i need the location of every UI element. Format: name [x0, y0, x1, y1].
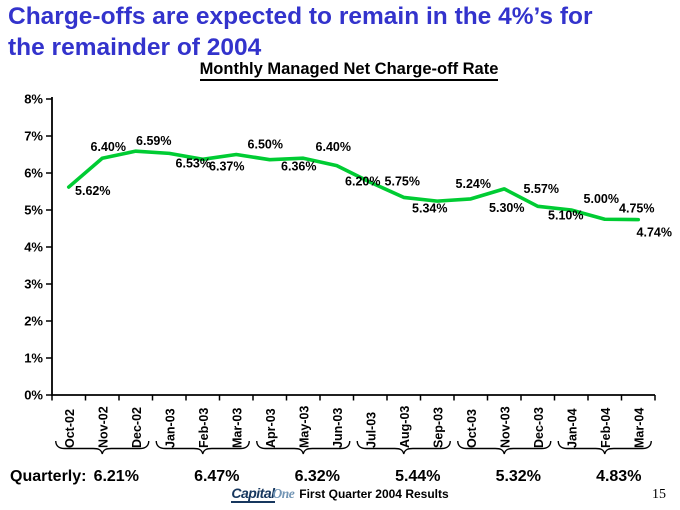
x-axis-label: Oct-03 [465, 409, 479, 448]
chart-line [66, 149, 641, 222]
quarter-brace [155, 440, 250, 455]
chart-title-text: Monthly Managed Net Charge-off Rate [199, 60, 499, 81]
quarterly-value: 5.44% [395, 468, 440, 485]
data-point-label: 5.00% [584, 192, 619, 206]
data-point-label: 6.37% [209, 159, 244, 173]
y-tick-label: 7% [24, 129, 43, 144]
quarterly-value: 6.21% [94, 468, 139, 485]
data-point-label: 4.74% [637, 226, 672, 240]
x-axis-label: Nov-02 [96, 406, 110, 448]
data-point-label: 5.10% [548, 208, 583, 222]
page-title-line1: Charge-offs are expected to remain in th… [8, 3, 593, 30]
quarterly-value: 4.83% [596, 468, 641, 485]
quarterly-value: 6.32% [295, 468, 340, 485]
y-tick-label: 4% [24, 240, 43, 255]
x-axis-label: May-03 [297, 406, 311, 448]
x-axis-label: Jan-04 [565, 408, 579, 448]
data-point-label: 6.40% [316, 140, 351, 154]
x-axis-label: Jul-03 [364, 412, 378, 448]
y-tick-label: 6% [24, 166, 43, 181]
quarter-brace [256, 440, 351, 455]
data-point-label: 6.36% [281, 160, 316, 174]
data-point-label: 6.20% [345, 175, 380, 189]
x-axis-label: Feb-03 [197, 408, 211, 448]
y-tick-label: 1% [24, 351, 43, 366]
page-number: 15 [652, 487, 666, 502]
data-point-label: 4.75% [619, 201, 654, 215]
x-axis-label: Mar-03 [230, 408, 244, 448]
page-title-line2: the remainder of 2004 [8, 34, 262, 61]
data-point-label: 6.50% [248, 138, 283, 152]
y-tick-label: 2% [24, 314, 43, 329]
x-axis-label: Jun-03 [331, 408, 345, 448]
x-axis-label: Dec-02 [130, 407, 144, 448]
quarter-brace [457, 440, 552, 455]
data-point-label: 5.75% [385, 174, 420, 188]
data-point-label: 5.24% [456, 177, 491, 191]
data-point-label: 5.62% [75, 184, 110, 198]
y-tick-label: 0% [24, 388, 43, 403]
quarter-brace [557, 440, 652, 455]
chart-title: Monthly Managed Net Charge-off Rate [0, 60, 680, 81]
quarterly-row-label: Quarterly: [10, 468, 86, 485]
y-tick-label: 8% [24, 92, 43, 107]
footer-text: First Quarter 2004 Results [299, 487, 449, 501]
footer: CapitalOne First Quarter 2004 Results [0, 485, 680, 503]
x-axis-label: Aug-03 [398, 406, 412, 448]
page-title: Charge-offs are expected to remain in th… [8, 1, 676, 63]
x-axis-label: Jan-03 [163, 408, 177, 448]
data-point-label: 5.34% [412, 201, 447, 215]
x-axis-label: Sep-03 [431, 407, 445, 448]
x-axis-label: Nov-03 [498, 406, 512, 448]
data-point-label: 5.57% [524, 182, 559, 196]
x-axis-label: Dec-03 [532, 407, 546, 448]
y-tick-label: 5% [24, 203, 43, 218]
logo-one-text: One [272, 486, 295, 501]
x-axis-label: Feb-04 [599, 408, 613, 448]
data-point-label: 6.59% [136, 134, 171, 148]
data-point-label: 5.30% [489, 201, 524, 215]
quarterly-value: 5.32% [496, 468, 541, 485]
logo-capital-text: Capital [231, 485, 275, 503]
quarterly-value: 6.47% [194, 468, 239, 485]
x-axis-label: Apr-03 [264, 408, 278, 448]
data-point-label: 6.40% [91, 140, 126, 154]
x-axis-label: Oct-02 [63, 409, 77, 448]
y-tick-label: 3% [24, 277, 43, 292]
data-point-label: 6.53% [176, 156, 211, 170]
quarter-brace [356, 440, 451, 455]
quarter-brace [55, 440, 150, 455]
capital-one-logo: CapitalOne [231, 485, 295, 503]
x-axis-label: Mar-04 [632, 408, 646, 448]
